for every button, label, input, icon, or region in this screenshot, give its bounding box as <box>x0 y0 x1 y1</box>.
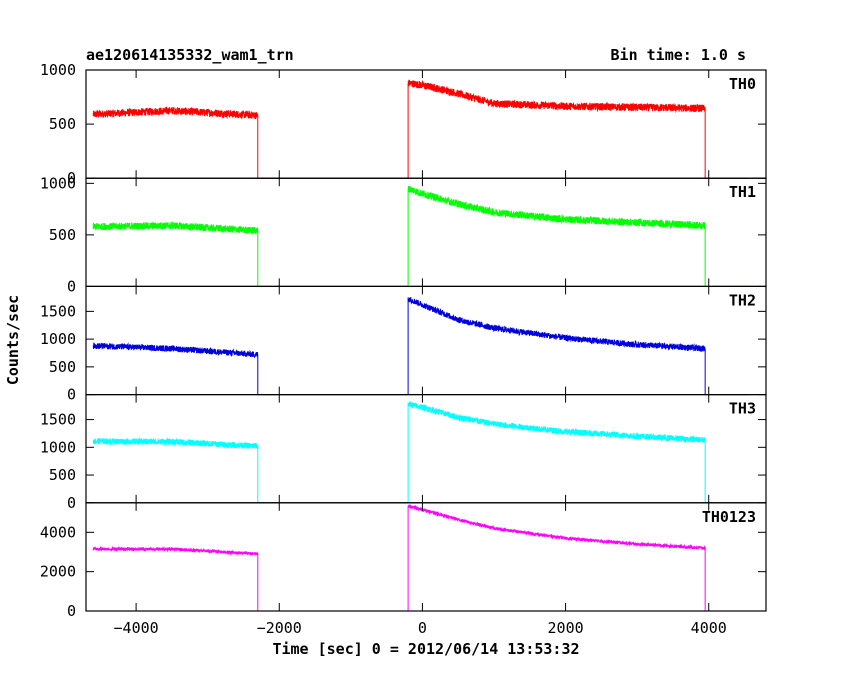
series-th2-segment-2 <box>407 297 706 352</box>
y-tick-label: 0 <box>67 169 76 187</box>
series-th2-segment-0 <box>92 342 259 359</box>
y-tick-label: 500 <box>49 466 76 484</box>
y-tick-label: 4000 <box>40 523 76 541</box>
y-tick-label: 2000 <box>40 563 76 581</box>
series-th0123-segment-2 <box>407 504 706 551</box>
y-tick-label: 0 <box>67 386 76 404</box>
panel-frame <box>85 394 767 504</box>
x-tick-label: 4000 <box>691 619 727 637</box>
panel-th0123: 0 2000 4000 TH0123 <box>40 502 767 620</box>
x-axis-label: Time [sec] 0 = 2012/06/14 13:53:32 <box>272 640 579 658</box>
y-tick-label: 500 <box>49 358 76 376</box>
y-tick-label: 500 <box>49 226 76 244</box>
panel-name: TH2 <box>729 291 756 309</box>
y-tick-label: 0 <box>67 277 76 295</box>
series-th1-segment-2 <box>407 185 706 231</box>
panel-name: TH0123 <box>702 508 756 526</box>
panel-th2: 0 500 1000 1500 TH2 <box>40 285 767 404</box>
series-th3-segment-0 <box>92 436 259 450</box>
x-tick-label: −4000 <box>114 619 159 637</box>
y-axis-label: Counts/sec <box>4 295 22 385</box>
y-tick-label: 1500 <box>40 302 76 320</box>
panel-th0: 0 500 1000 TH0 <box>40 61 767 187</box>
series-th1-segment-0 <box>92 220 259 235</box>
bin-time-label: Bin time: 1.0 s <box>611 46 746 64</box>
y-tick-label: 1000 <box>40 330 76 348</box>
y-tick-label: 1000 <box>40 174 76 192</box>
y-tick-label: 1000 <box>40 61 76 79</box>
panel-name: TH1 <box>729 183 756 201</box>
series-th0-segment-0 <box>92 106 259 120</box>
panel-th1: 0 500 1000 TH1 <box>40 174 767 295</box>
panel-name: TH3 <box>729 400 756 418</box>
chart-title: ae120614135332_wam1_trn <box>86 46 294 64</box>
x-tick-label: 2000 <box>548 619 584 637</box>
y-tick-label: 1000 <box>40 438 76 456</box>
x-tick-label: −2000 <box>257 619 302 637</box>
panel-name: TH0 <box>729 75 756 93</box>
panel-frame <box>85 502 767 612</box>
panel-th3: 0 500 1000 1500 TH3 <box>40 394 767 512</box>
x-tick-label: 0 <box>418 619 427 637</box>
y-tick-label: 0 <box>67 494 76 512</box>
y-tick-label: 0 <box>67 602 76 620</box>
panels-group: 0 500 1000 TH0 0 500 1000 TH1 0 500 1000 1500 TH2 0 50… <box>40 61 767 637</box>
series-th0123-segment-0 <box>92 545 259 556</box>
panel-frame <box>85 285 767 396</box>
series-th0-segment-2 <box>407 79 706 114</box>
series-th3-segment-2 <box>407 401 706 444</box>
y-tick-label: 500 <box>49 115 76 133</box>
y-tick-label: 1500 <box>40 411 76 429</box>
